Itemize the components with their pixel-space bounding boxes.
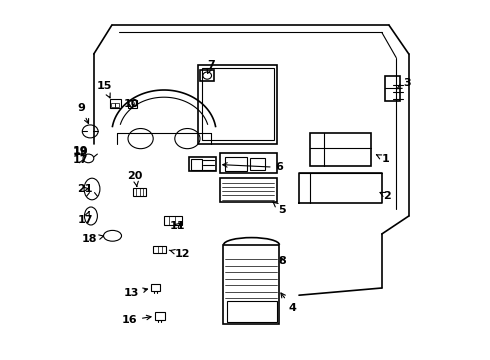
Text: 19: 19: [73, 147, 88, 157]
Bar: [220, 178, 277, 202]
Text: 2: 2: [380, 191, 392, 201]
Text: 20: 20: [127, 171, 143, 186]
Bar: [198, 65, 277, 144]
Text: 18: 18: [82, 234, 103, 244]
Bar: [116, 103, 119, 107]
Bar: [310, 133, 371, 166]
Text: 4: 4: [281, 293, 296, 313]
Bar: [200, 70, 215, 81]
Text: 3: 3: [397, 78, 411, 89]
Text: 1: 1: [376, 154, 390, 165]
Bar: [133, 188, 146, 196]
Text: 17: 17: [78, 212, 94, 225]
Text: 21: 21: [77, 184, 93, 194]
Bar: [164, 216, 182, 225]
Text: 8: 8: [278, 256, 286, 266]
Text: 9: 9: [77, 103, 89, 123]
Bar: [191, 159, 202, 170]
Bar: [110, 99, 121, 108]
Text: 16: 16: [122, 315, 151, 325]
Bar: [220, 153, 277, 173]
Bar: [128, 100, 137, 108]
Text: 12: 12: [170, 249, 190, 259]
Bar: [386, 76, 400, 101]
Bar: [111, 103, 115, 107]
Bar: [250, 158, 265, 170]
Text: 19: 19: [73, 146, 88, 156]
Text: 7: 7: [207, 60, 215, 73]
Text: 17: 17: [73, 155, 88, 165]
Bar: [202, 68, 274, 140]
Bar: [151, 284, 160, 291]
Bar: [227, 301, 277, 322]
Text: 11: 11: [170, 221, 185, 231]
Text: 6: 6: [223, 162, 284, 172]
Text: 10: 10: [124, 99, 139, 109]
Bar: [223, 245, 279, 324]
Text: 13: 13: [123, 288, 147, 298]
Bar: [225, 157, 247, 171]
Bar: [153, 246, 166, 253]
Text: 5: 5: [273, 202, 286, 215]
Bar: [189, 157, 216, 171]
Text: 15: 15: [97, 81, 112, 98]
Bar: [155, 312, 165, 320]
